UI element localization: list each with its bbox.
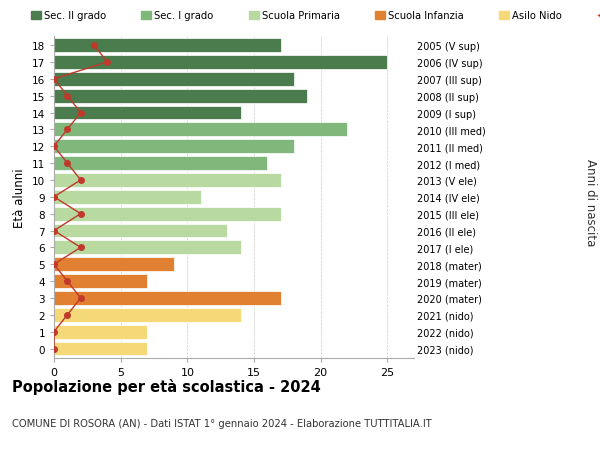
Text: Popolazione per età scolastica - 2024: Popolazione per età scolastica - 2024 <box>12 379 321 395</box>
Bar <box>54 274 148 288</box>
Bar <box>54 90 307 103</box>
Bar <box>54 140 294 154</box>
Bar <box>54 207 281 221</box>
Bar <box>54 308 241 322</box>
Text: COMUNE DI ROSORA (AN) - Dati ISTAT 1° gennaio 2024 - Elaborazione TUTTITALIA.IT: COMUNE DI ROSORA (AN) - Dati ISTAT 1° ge… <box>12 418 432 428</box>
Bar <box>54 174 281 187</box>
Bar <box>54 73 294 86</box>
Bar <box>54 224 227 238</box>
Y-axis label: Età alunni: Età alunni <box>13 168 26 227</box>
Bar <box>54 342 148 356</box>
Legend: Sec. II grado, Sec. I grado, Scuola Primaria, Scuola Infanzia, Asilo Nido, Stran: Sec. II grado, Sec. I grado, Scuola Prim… <box>26 7 600 25</box>
Bar <box>54 258 174 272</box>
Text: Anni di nascita: Anni di nascita <box>584 158 597 246</box>
Bar <box>54 291 281 305</box>
Bar <box>54 56 388 70</box>
Bar <box>54 325 148 339</box>
Bar <box>54 241 241 255</box>
Bar <box>54 39 281 53</box>
Bar <box>54 190 200 204</box>
Bar <box>54 157 268 171</box>
Bar <box>54 123 347 137</box>
Bar <box>54 106 241 120</box>
